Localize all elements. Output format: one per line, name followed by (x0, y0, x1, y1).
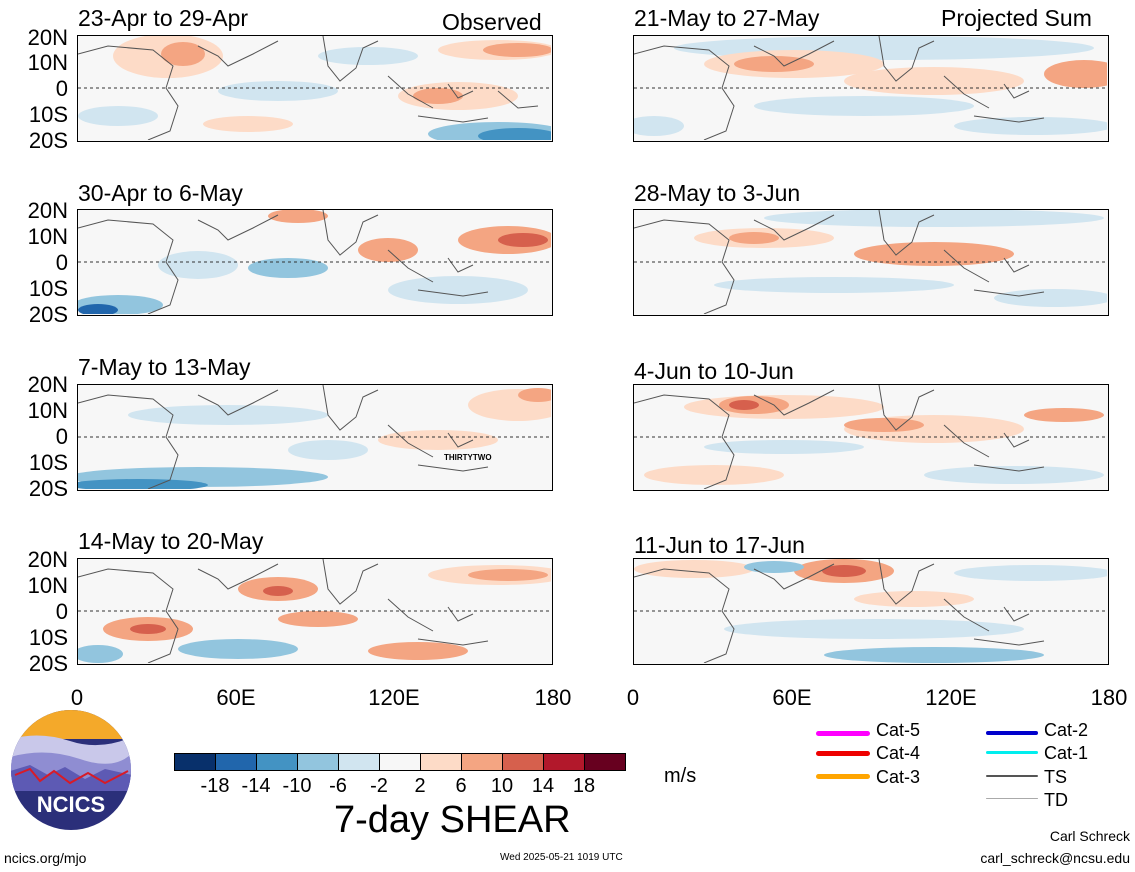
lat-label: 0 (55, 76, 68, 101)
legend-label: TS (1044, 767, 1068, 787)
legend-swatch-td (986, 798, 1038, 799)
shear-map-panel (77, 35, 553, 142)
lat-label: 10S (28, 102, 68, 127)
lat-label: 10S (28, 276, 68, 301)
lat-label: 10N (27, 224, 68, 249)
colorbar-swatch (256, 753, 298, 771)
colorbar-title: 7-day SHEAR (334, 799, 571, 841)
lat-label: 20S (28, 302, 68, 327)
lat-label: 0 (55, 599, 68, 624)
storm-track-label: THIRTYTWO (444, 453, 492, 462)
colorbar-tick: -18 (200, 775, 230, 797)
colorbar-swatch (461, 753, 503, 771)
colorbar-swatch (584, 753, 626, 771)
colorbar-swatch (502, 753, 544, 771)
legend-label: Cat-5 (876, 720, 921, 740)
lat-label: 20N (27, 198, 68, 223)
lat-label: 10N (27, 50, 68, 75)
lat-label: 10S (28, 625, 68, 650)
lat-label: 20S (28, 651, 68, 676)
shear-map-panel (633, 209, 1109, 316)
colorbar-tick: 2 (414, 775, 426, 797)
lon-label: 60E (772, 685, 812, 710)
footer-author: Carl Schreck (1049, 828, 1130, 844)
legend-swatch-cat5 (816, 731, 870, 736)
legend-swatch-cat4 (816, 751, 870, 756)
shear-map-panel (77, 209, 553, 316)
legend-label: Cat-2 (1044, 720, 1089, 740)
colorbar-tick: -6 (329, 775, 347, 797)
lat-label: 20N (27, 25, 68, 50)
legend-label: Cat-4 (876, 743, 921, 763)
panel-title: 21-May to 27-May (634, 5, 820, 31)
colorbar-tick: 18 (572, 775, 596, 797)
logo-text: NCICS (37, 792, 105, 817)
lat-label: 20S (28, 128, 68, 153)
colorbar-tick: -10 (282, 775, 312, 797)
colorbar-tick: 10 (490, 775, 514, 797)
footer-email[interactable]: carl_schreck@ncsu.edu (980, 850, 1130, 866)
legend-label: TD (1044, 790, 1068, 810)
lat-label: 0 (55, 424, 68, 449)
panel-title: 30-Apr to 6-May (78, 180, 243, 206)
ncics-logo: NCICS (10, 709, 132, 831)
legend-swatch-cat1 (986, 751, 1038, 754)
lon-label: 120E (925, 685, 977, 710)
colorbar-swatch (379, 753, 421, 771)
shear-map-panel: THIRTYTWO (77, 384, 553, 491)
lon-label: 0 (626, 685, 640, 710)
lat-label: 20N (27, 372, 68, 397)
legend-label: Cat-1 (1044, 743, 1089, 763)
shear-map-panel (633, 35, 1109, 142)
lon-label: 180 (1090, 685, 1128, 710)
footer-url[interactable]: ncics.org/mjo (4, 850, 87, 866)
colorbar-swatch (420, 753, 462, 771)
panel-title: 11-Jun to 17-Jun (634, 532, 805, 558)
lon-label: 180 (534, 685, 572, 710)
colorbar-units: m/s (664, 765, 697, 787)
panel-tag-observed: Observed (442, 9, 542, 35)
lon-label: 120E (368, 685, 420, 710)
panel-title: 23-Apr to 29-Apr (78, 5, 249, 31)
colorbar-tick: 6 (455, 775, 467, 797)
colorbar-tick: 14 (531, 775, 555, 797)
footer-timestamp: Wed 2025-05-21 1019 UTC (500, 852, 623, 863)
panel-tag-projected: Projected Sum (941, 5, 1092, 31)
colorbar-tick: -2 (370, 775, 388, 797)
lat-label: 10S (28, 450, 68, 475)
colorbar-tick: -14 (241, 775, 271, 797)
colorbar-swatch (297, 753, 339, 771)
lat-label: 10N (27, 398, 68, 423)
shear-map-panel (77, 558, 553, 665)
colorbar-swatch (543, 753, 585, 771)
shear-map-panel (633, 384, 1109, 491)
lat-label: 0 (55, 250, 68, 275)
legend-label: Cat-3 (876, 767, 921, 787)
panel-title: 28-May to 3-Jun (634, 180, 801, 206)
panel-title: 14-May to 20-May (78, 528, 264, 554)
legend-swatch-cat3 (816, 774, 870, 779)
panel-title: 4-Jun to 10-Jun (634, 358, 794, 384)
colorbar-swatch (174, 753, 216, 771)
lat-label: 20S (28, 476, 68, 501)
panel-title: 7-May to 13-May (78, 354, 251, 380)
colorbar-swatch (215, 753, 257, 771)
colorbar-swatch (338, 753, 380, 771)
lat-label: 20N (27, 547, 68, 572)
legend-swatch-ts (986, 775, 1038, 777)
lat-label: 10N (27, 573, 68, 598)
lon-label: 60E (216, 685, 256, 710)
shear-map-panel (633, 558, 1109, 665)
legend-swatch-cat2 (986, 731, 1038, 735)
lon-label: 0 (70, 685, 84, 710)
